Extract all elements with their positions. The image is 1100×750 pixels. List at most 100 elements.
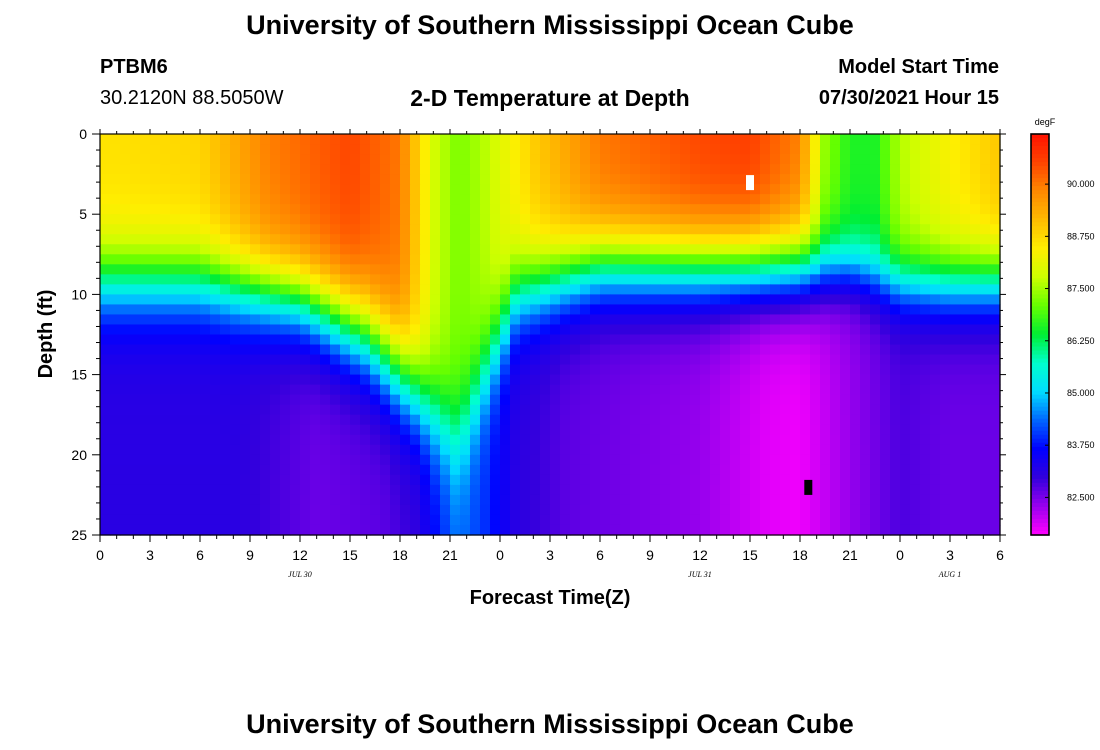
heatmap-cell xyxy=(140,244,151,255)
heatmap-cell xyxy=(290,394,301,406)
heatmap-cell xyxy=(410,244,421,255)
heatmap-cell xyxy=(270,504,281,516)
heatmap-cell xyxy=(830,334,841,346)
heatmap-cell xyxy=(490,284,501,296)
heatmap-cell xyxy=(330,144,341,155)
heatmap-cell xyxy=(340,374,351,386)
colorbar-swatch xyxy=(1031,254,1049,259)
heatmap-cell xyxy=(280,264,291,275)
heatmap-cell xyxy=(980,274,991,285)
colorbar-swatch xyxy=(1031,426,1049,432)
heatmap-cell xyxy=(520,194,531,205)
heatmap-cell xyxy=(130,344,141,356)
heatmap-cell xyxy=(770,334,781,346)
heatmap-cell xyxy=(520,244,531,255)
heatmap-cell xyxy=(240,494,251,506)
heatmap-cell xyxy=(460,354,471,366)
heatmap-cell xyxy=(110,314,121,326)
heatmap-cell xyxy=(830,364,841,376)
heatmap-cell xyxy=(630,464,641,476)
heatmap-cell xyxy=(460,134,471,145)
heatmap-cell xyxy=(470,224,481,235)
heatmap-cell xyxy=(920,224,931,235)
heatmap-cell xyxy=(240,284,251,296)
heatmap-cell xyxy=(410,324,421,336)
heatmap-cell xyxy=(140,394,151,406)
heatmap-cell xyxy=(110,204,121,215)
heatmap-cell xyxy=(680,464,691,476)
heatmap-cell xyxy=(430,434,441,446)
heatmap-cell xyxy=(600,384,611,396)
heatmap-cell xyxy=(430,324,441,336)
heatmap-cell xyxy=(640,374,651,386)
heatmap-cell xyxy=(810,274,821,285)
x-axis-label: Forecast Time(Z) xyxy=(470,587,631,609)
heatmap-cell xyxy=(190,404,201,416)
heatmap-cell xyxy=(230,304,241,316)
heatmap-cell xyxy=(600,314,611,326)
heatmap-cell xyxy=(460,494,471,506)
heatmap-cell xyxy=(780,224,791,235)
heatmap-cell xyxy=(780,164,791,175)
colorbar-swatch xyxy=(1031,134,1049,139)
heatmap-cell xyxy=(160,514,171,526)
heatmap-cell xyxy=(230,174,241,185)
heatmap-cell xyxy=(250,434,261,446)
heatmap-cell xyxy=(360,404,371,416)
heatmap-cell xyxy=(890,444,901,456)
heatmap-cell xyxy=(990,244,1001,255)
heatmap-cell xyxy=(390,174,401,185)
heatmap-cell xyxy=(750,134,761,145)
heatmap-cell xyxy=(480,144,491,155)
heatmap-cell xyxy=(150,204,161,215)
heatmap-cell xyxy=(230,344,241,356)
heatmap-cell xyxy=(410,134,421,145)
heatmap-cell xyxy=(140,324,151,336)
heatmap-cell xyxy=(710,134,721,145)
heatmap-cell xyxy=(230,284,241,296)
heatmap-cell xyxy=(800,294,811,306)
heatmap-cell xyxy=(490,294,501,306)
heatmap-cell xyxy=(270,494,281,506)
heatmap-cell xyxy=(540,134,551,145)
heatmap-cell xyxy=(720,354,731,366)
heatmap-cell xyxy=(360,204,371,215)
heatmap-cell xyxy=(190,284,201,296)
heatmap-cell xyxy=(260,154,271,165)
heatmap-cell xyxy=(570,344,581,356)
heatmap-cell xyxy=(210,294,221,306)
heatmap-cell xyxy=(950,224,961,235)
heatmap-cell xyxy=(590,354,601,366)
heatmap-cell xyxy=(450,424,461,436)
heatmap-cell xyxy=(290,154,301,165)
heatmap-cell xyxy=(960,434,971,446)
heatmap-cell xyxy=(880,234,891,245)
heatmap-cell xyxy=(390,484,401,496)
heatmap-cell xyxy=(330,164,341,175)
heatmap-cell xyxy=(550,454,561,466)
heatmap-cell xyxy=(540,394,551,406)
heatmap-cell xyxy=(980,454,991,466)
heatmap-cell xyxy=(100,314,111,326)
heatmap-cell xyxy=(110,244,121,255)
heatmap-cell xyxy=(260,444,271,456)
heatmap-cell xyxy=(120,214,131,225)
heatmap-cell xyxy=(120,374,131,386)
heatmap-cell xyxy=(680,394,691,406)
heatmap-cell xyxy=(390,254,401,265)
heatmap-cell xyxy=(310,344,321,356)
heatmap-cell xyxy=(860,414,871,426)
heatmap-cell xyxy=(320,134,331,145)
heatmap-cell xyxy=(780,494,791,506)
heatmap-cell xyxy=(390,464,401,476)
heatmap-cell xyxy=(950,204,961,215)
heatmap-cell xyxy=(330,474,341,486)
heatmap-cell xyxy=(170,464,181,476)
heatmap-cell xyxy=(630,344,641,356)
heatmap-cell xyxy=(860,524,871,536)
heatmap-cell xyxy=(850,524,861,536)
heatmap-cell xyxy=(530,474,541,486)
heatmap-cell xyxy=(170,384,181,396)
heatmap-cell xyxy=(400,174,411,185)
heatmap-cell xyxy=(640,264,651,275)
